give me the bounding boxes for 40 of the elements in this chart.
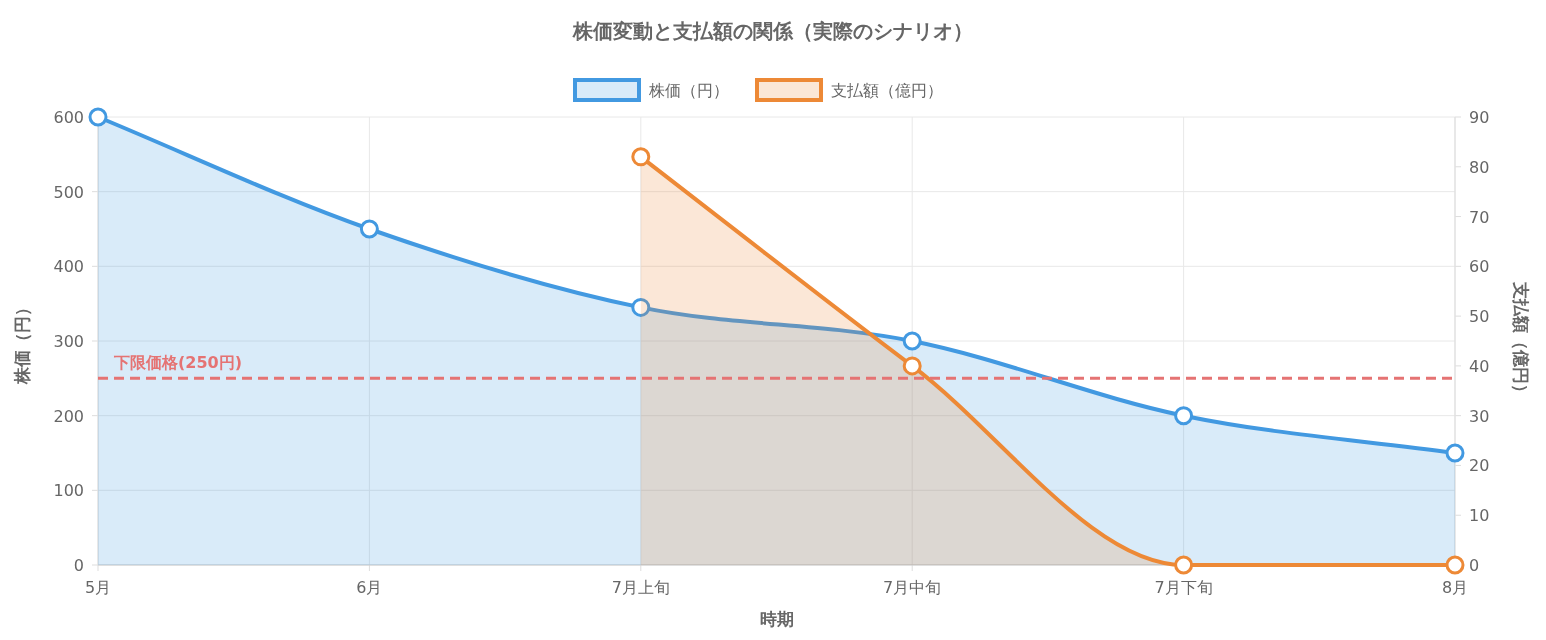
y2-tick-label: 50	[1469, 307, 1490, 327]
y2-tick-label: 30	[1469, 406, 1490, 426]
point	[359, 219, 379, 239]
point	[88, 107, 108, 127]
y-tick-label: 500	[53, 182, 84, 202]
chart-title: 株価変動と支払額の関係（実際のシナリオ）	[572, 19, 973, 43]
y2-tick-label: 40	[1469, 356, 1490, 376]
y-tick-label: 400	[53, 257, 84, 277]
y-tick-label: 0	[73, 556, 84, 575]
x-tick-label: 6月	[356, 578, 383, 597]
y2-tick-label: 60	[1469, 257, 1490, 277]
point	[1174, 555, 1194, 575]
y2-tick-label: 0	[1469, 556, 1480, 575]
x-tick-label: 7月下旬	[1154, 578, 1213, 597]
y2-axis-title: 支払額（億円）	[1511, 280, 1531, 401]
y2-tick-label: 70	[1469, 207, 1490, 227]
x-tick-label: 8月	[1441, 578, 1469, 597]
point	[1174, 406, 1194, 426]
y-tick-label: 200	[53, 406, 84, 426]
legend-label: 支払額（億円）	[831, 81, 943, 100]
point	[902, 356, 922, 376]
y-tick-label: 100	[53, 481, 84, 501]
y2-tick-label: 90	[1469, 108, 1490, 127]
point	[1445, 443, 1465, 463]
point	[1445, 555, 1465, 575]
legend-label: 株価（円）	[648, 81, 729, 100]
y-tick-label: 300	[53, 332, 84, 351]
x-axis-title: 時期	[759, 609, 794, 629]
point	[631, 147, 651, 167]
point	[902, 331, 922, 351]
ref-line-label: 下限価格(250円)	[113, 353, 243, 373]
point	[631, 297, 651, 317]
y-tick-label: 600	[53, 108, 84, 127]
y2-tick-label: 10	[1469, 506, 1490, 526]
y2-tick-label: 80	[1469, 157, 1490, 177]
y2-tick-label: 20	[1469, 456, 1490, 476]
x-tick-label: 7月中旬	[883, 578, 942, 597]
y-axis-title: 株価（円）	[12, 298, 32, 385]
x-tick-label: 7月上旬	[611, 578, 670, 597]
x-tick-label: 5月	[84, 578, 112, 597]
